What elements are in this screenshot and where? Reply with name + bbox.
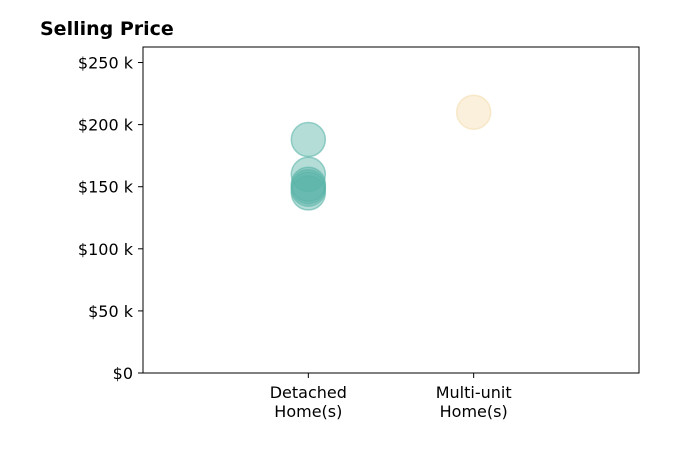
y-tick-label: $150 k — [78, 178, 134, 197]
y-tick-label: $100 k — [78, 240, 134, 259]
y-tick-label: $50 k — [88, 302, 134, 321]
x-tick-label: Detached Home(s) — [270, 383, 347, 421]
data-point — [455, 94, 492, 130]
y-tick-label: $0 — [113, 364, 133, 383]
x-tick-label: Multi-unit Home(s) — [436, 383, 512, 421]
data-point — [290, 175, 327, 211]
y-tick-label: $250 k — [78, 54, 134, 73]
plot-frame — [142, 46, 640, 374]
data-point — [290, 156, 327, 193]
plot-area: $0 $50 k $100 k $150 k $200 k $250 k Detached H… — [78, 54, 512, 421]
data-point — [290, 121, 327, 158]
y-tick-label: $200 k — [78, 116, 134, 135]
chart-title: Selling Price — [40, 18, 174, 40]
